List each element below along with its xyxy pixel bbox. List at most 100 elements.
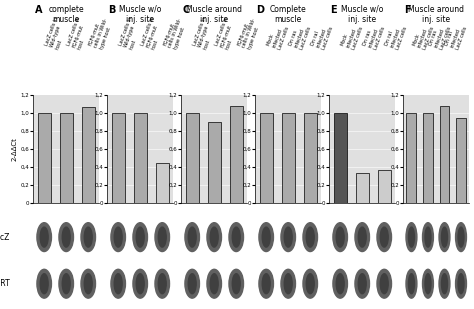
Ellipse shape (207, 269, 221, 298)
Ellipse shape (59, 269, 73, 298)
Ellipse shape (84, 227, 92, 247)
Ellipse shape (155, 269, 170, 298)
Ellipse shape (84, 274, 92, 294)
Ellipse shape (358, 274, 366, 294)
Ellipse shape (81, 269, 95, 298)
Y-axis label: 2-ΔΔCt: 2-ΔΔCt (11, 137, 18, 161)
Ellipse shape (111, 269, 126, 298)
Ellipse shape (136, 274, 144, 294)
Text: LacZ cells in
FGF6-mut
host: LacZ cells in FGF6-mut host (140, 16, 166, 50)
Text: complete
muscle: complete muscle (48, 5, 84, 24)
Bar (439, 106, 449, 203)
Ellipse shape (262, 227, 270, 247)
Bar (378, 170, 391, 203)
Text: D: D (256, 5, 264, 15)
Bar (155, 163, 169, 203)
Bar (260, 113, 273, 203)
Text: Dn ras
infected
LacZ cells: Dn ras infected LacZ cells (288, 22, 312, 50)
Text: LacZ cells in
Wild-type
host: LacZ cells in Wild-type host (44, 16, 70, 50)
Ellipse shape (336, 274, 344, 294)
Ellipse shape (441, 274, 447, 294)
Text: Muscle w/o
inj. site: Muscle w/o inj. site (341, 5, 383, 24)
Ellipse shape (358, 227, 366, 247)
Text: LacZ cells in
Wild-type
host: LacZ cells in Wild-type host (118, 16, 144, 50)
Text: B: B (109, 5, 116, 15)
Text: F: F (404, 5, 411, 15)
Text: Dn ral
infected
LacZ cells: Dn ral infected LacZ cells (445, 22, 468, 50)
Text: LacZ: LacZ (0, 233, 10, 242)
Ellipse shape (425, 227, 431, 247)
Ellipse shape (284, 274, 292, 294)
Ellipse shape (229, 269, 244, 298)
Ellipse shape (62, 227, 70, 247)
Ellipse shape (425, 274, 431, 294)
Ellipse shape (262, 274, 270, 294)
Ellipse shape (59, 223, 73, 252)
Ellipse shape (81, 223, 95, 252)
Text: Muscle around
inj. site: Muscle around inj. site (186, 5, 242, 24)
Ellipse shape (210, 227, 218, 247)
Text: Muscle around
inj. site: Muscle around inj. site (408, 5, 464, 24)
Text: Complete
muscle: Complete muscle (270, 5, 307, 24)
Ellipse shape (114, 274, 122, 294)
Bar (82, 107, 95, 203)
Bar (229, 106, 243, 203)
Ellipse shape (229, 223, 244, 252)
Text: E: E (330, 5, 337, 15)
Ellipse shape (333, 223, 347, 252)
Text: Dn ras
infected
LacZ cells: Dn ras infected LacZ cells (428, 22, 452, 50)
Text: LacZ cells in
FGF6-mut
host: LacZ cells in FGF6-mut host (214, 16, 240, 50)
Bar (37, 113, 51, 203)
Ellipse shape (155, 223, 170, 252)
Ellipse shape (111, 223, 126, 252)
Ellipse shape (439, 223, 450, 252)
Ellipse shape (259, 269, 273, 298)
Bar (456, 118, 466, 203)
Ellipse shape (377, 223, 392, 252)
Ellipse shape (37, 269, 52, 298)
Text: LacZ cells in
FGF6-mut
host: LacZ cells in FGF6-mut host (66, 16, 92, 50)
Ellipse shape (333, 269, 347, 298)
Text: Mock
infected
LacZ cells: Mock infected LacZ cells (266, 22, 290, 50)
Ellipse shape (114, 227, 122, 247)
Text: C: C (182, 5, 190, 15)
Ellipse shape (336, 227, 344, 247)
Ellipse shape (40, 227, 48, 247)
Ellipse shape (409, 227, 414, 247)
Ellipse shape (188, 227, 196, 247)
Ellipse shape (37, 223, 52, 252)
Ellipse shape (259, 223, 273, 252)
Text: FGF6-mut
cells in Wild-
type host: FGF6-mut cells in Wild- type host (162, 15, 188, 50)
Ellipse shape (441, 227, 447, 247)
Text: HGPRT: HGPRT (0, 279, 10, 288)
Bar (282, 113, 295, 203)
Ellipse shape (303, 269, 318, 298)
Ellipse shape (380, 227, 388, 247)
Bar (407, 113, 416, 203)
Ellipse shape (281, 223, 295, 252)
Ellipse shape (306, 227, 314, 247)
Ellipse shape (62, 274, 70, 294)
Bar (134, 113, 147, 203)
Text: Dn ral
infected
LacZ cells: Dn ral infected LacZ cells (384, 22, 408, 50)
Ellipse shape (158, 227, 166, 247)
Bar (304, 113, 317, 203)
Bar (334, 113, 347, 203)
Ellipse shape (355, 269, 370, 298)
Text: FGF6-mut
cells in Wild-
type host: FGF6-mut cells in Wild- type host (88, 15, 114, 50)
Bar (208, 122, 221, 203)
Ellipse shape (355, 223, 370, 252)
Ellipse shape (136, 227, 144, 247)
Ellipse shape (458, 274, 464, 294)
Ellipse shape (380, 274, 388, 294)
Bar (186, 113, 199, 203)
Text: FGF6-mut
cells in Wild-
type host: FGF6-mut cells in Wild- type host (236, 15, 263, 50)
Ellipse shape (158, 274, 166, 294)
Ellipse shape (40, 274, 48, 294)
Ellipse shape (185, 223, 200, 252)
Text: Muscle w/o
inj. site: Muscle w/o inj. site (119, 5, 162, 24)
Bar (423, 113, 433, 203)
Text: Dn ras
infected
LacZ cells: Dn ras infected LacZ cells (362, 22, 386, 50)
Ellipse shape (207, 223, 221, 252)
Ellipse shape (188, 274, 196, 294)
